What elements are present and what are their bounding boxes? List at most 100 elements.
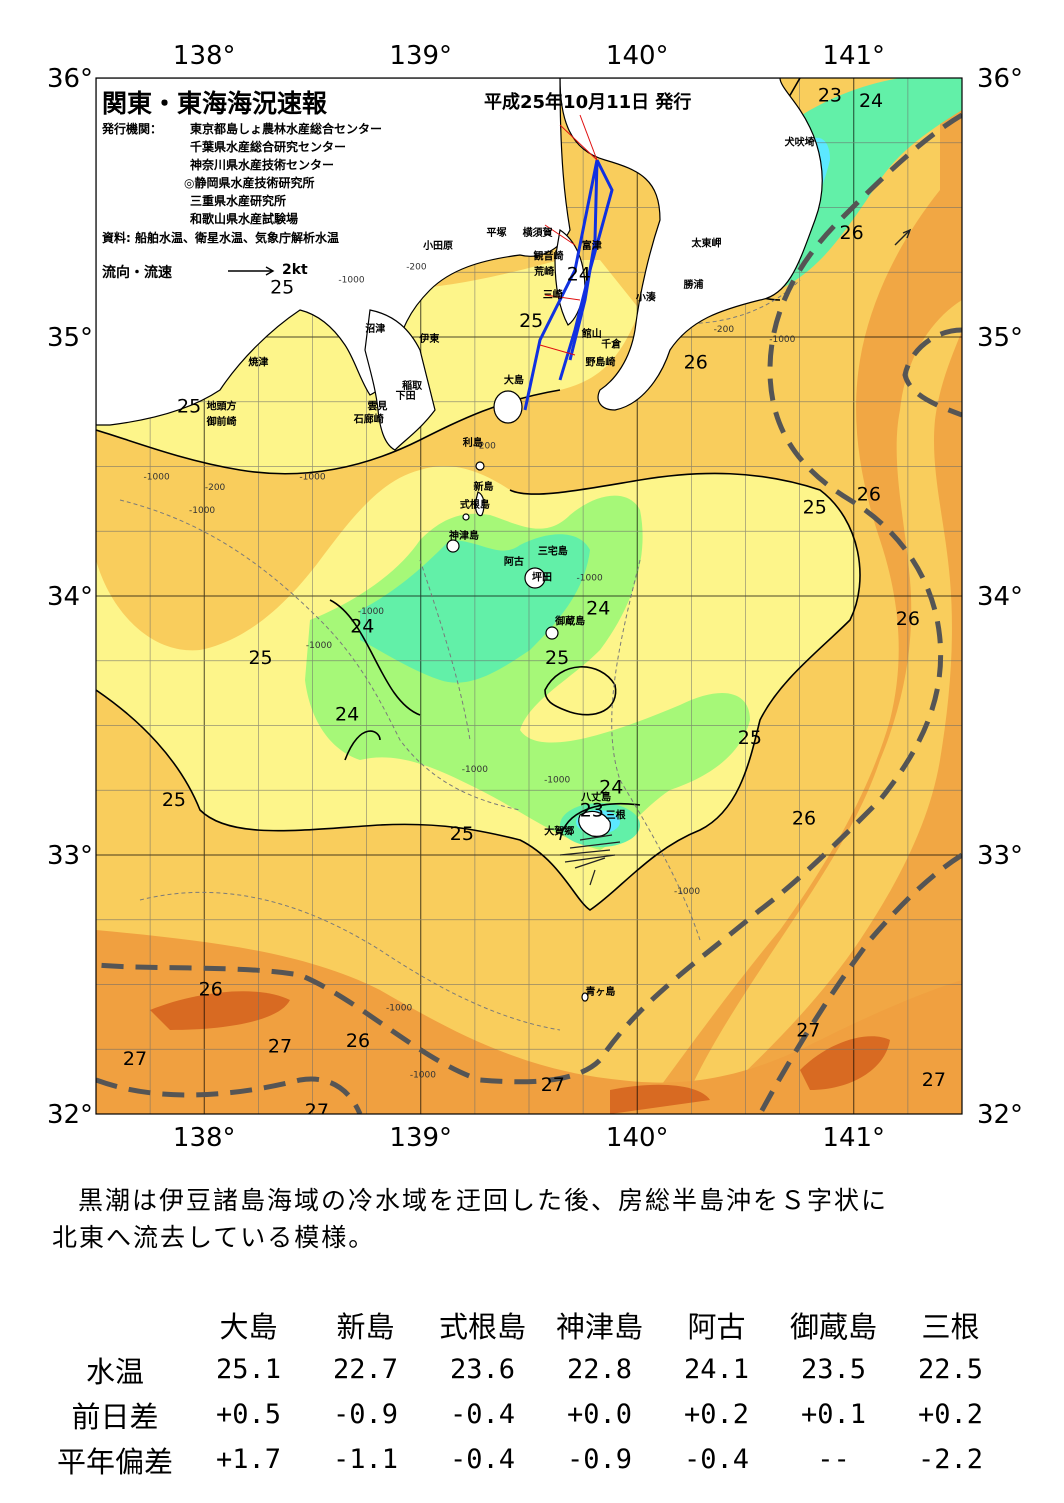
- place-name: 野島崎: [585, 355, 615, 368]
- place-name: 小湊: [635, 291, 657, 304]
- station-name: 阿古: [687, 1309, 746, 1344]
- place-name: 荒崎: [533, 265, 554, 278]
- zone-28-c: [610, 1084, 710, 1114]
- place-name: 式根島: [460, 498, 490, 511]
- lon-tick-label: 139°: [389, 41, 452, 71]
- isotherm-label: 26: [896, 608, 920, 630]
- place-name: 石廊崎: [353, 412, 384, 425]
- isotherm-label: 26: [199, 978, 223, 1000]
- place-name: 下田: [396, 390, 416, 402]
- island-shikinejima: [462, 513, 470, 521]
- lon-tick-label: 138°: [173, 41, 236, 71]
- depth-label: -1000: [144, 472, 170, 482]
- island-mikurajima: [545, 626, 559, 640]
- isotherm-label: 26: [684, 351, 708, 373]
- isotherm-label: 25: [450, 823, 474, 845]
- lon-tick-label: 139°: [389, 1123, 452, 1153]
- island-aogashima: [581, 992, 589, 1002]
- table-cell: +1.7: [215, 1444, 282, 1475]
- isotherm-label: 26: [857, 484, 881, 506]
- land-izu: [364, 309, 436, 451]
- lat-tick-label: 33°: [47, 841, 93, 871]
- table-cell: +0.1: [800, 1399, 867, 1430]
- place-name: 神津島: [449, 529, 479, 542]
- place-name: 八丈島: [580, 791, 611, 804]
- place-name: 小田原: [422, 239, 453, 252]
- place-name: 三崎: [543, 288, 563, 301]
- depth-label: -1000: [462, 765, 488, 775]
- isotherm-label: 25: [545, 647, 569, 669]
- table-row: 水温 25.1 22.7 23.6 22.8 24.1 23.5 22.5: [40, 1347, 1009, 1392]
- table-cell: +0.0: [566, 1399, 633, 1430]
- table-cell: -2.2: [917, 1444, 984, 1475]
- isotherm-label: 27: [541, 1074, 565, 1096]
- lon-tick-label: 140°: [606, 41, 669, 71]
- station-name: 三根: [921, 1309, 980, 1344]
- island-miyakejima: [524, 567, 546, 589]
- isotherm-label: 26: [792, 807, 816, 829]
- place-name: 平塚: [487, 226, 507, 239]
- current-vectors-hachijo: [559, 834, 621, 886]
- lat-tick-label: 32°: [47, 1100, 93, 1130]
- summary-line: 北東へ流去している模様。: [52, 1223, 376, 1252]
- table-cell: 23.6: [449, 1354, 516, 1385]
- zone-28-a: [150, 991, 290, 1030]
- table-cell: --: [817, 1444, 850, 1475]
- row-label: 平年偏差: [56, 1444, 173, 1479]
- place-name: 御蔵島: [554, 614, 585, 627]
- lon-ticks-bottom: 138° 139° 140° 141°: [173, 1123, 885, 1153]
- place-name: 青ヶ島: [585, 985, 615, 998]
- table-cell: +0.5: [215, 1399, 282, 1430]
- depth-label: -1000: [577, 573, 603, 583]
- table-cell: 25.1: [215, 1354, 282, 1385]
- lat-tick-label: 33°: [977, 841, 1023, 871]
- isotherm-label: 24: [335, 704, 359, 726]
- lon-tick-label: 141°: [822, 41, 885, 71]
- row-label: 水温: [85, 1354, 144, 1389]
- table-header-row: 大島 新島 式根島 神津島 阿古 御蔵島 三根: [40, 1302, 1009, 1347]
- place-name: 焼津: [248, 355, 268, 368]
- place-name: 坪田: [532, 570, 552, 583]
- table-cell: 22.8: [566, 1354, 633, 1385]
- depth-label: -200: [406, 263, 427, 273]
- station-name: 式根島: [438, 1309, 526, 1344]
- table-cell: +0.2: [917, 1399, 984, 1430]
- page-title: 関東・東海海況速報: [102, 89, 328, 118]
- depth-labels: -1000 -200 -200 -1000 -200 -200 -1000 -1000 -100…: [144, 263, 796, 1081]
- depth-label: -200: [475, 441, 496, 451]
- place-name: 勝浦: [684, 278, 704, 291]
- depth-label: -1000: [338, 276, 364, 286]
- current-arrow-ne: [894, 228, 912, 246]
- lon-ticks-top: 138° 139° 140° 141°: [173, 41, 885, 71]
- place-name: 観音崎: [533, 249, 563, 262]
- lat-tick-label: 36°: [977, 64, 1023, 94]
- place-name: 御前崎: [206, 415, 237, 428]
- place-name: 富津: [582, 239, 602, 252]
- issue-date: 平成25年10月11日 発行: [484, 92, 692, 113]
- place-name: 雲見: [367, 401, 387, 413]
- data-source: 資料: 船舶水温、衛星水温、気象庁解析水温: [102, 231, 339, 245]
- summary-text: 黒潮は伊豆諸島海域の冷水域を迂回した後、房総半島沖をＳ字状に 北東へ流去している…: [52, 1182, 1012, 1256]
- summary-line: 黒潮は伊豆諸島海域の冷水域を迂回した後、房総半島沖をＳ字状に: [78, 1186, 889, 1215]
- island-hachijojima: [578, 810, 611, 837]
- depth-label: -1000: [299, 472, 325, 482]
- place-name: 地頭方: [207, 400, 237, 413]
- issuer-organization: ◎静岡県水産技術研究所: [184, 176, 315, 190]
- isotherm-label: 24: [859, 90, 883, 112]
- station-temperature-table: 大島 新島 式根島 神津島 阿古 御蔵島 三根 水温 25.1 22.7 23.…: [40, 1302, 1009, 1482]
- lat-tick-label: 34°: [47, 582, 93, 612]
- issuer-organization: 神奈川県水産技術センター: [190, 158, 335, 172]
- depth-label: -200: [714, 325, 735, 335]
- isotherm-label: 27: [922, 1069, 946, 1091]
- isotherm-label: 25: [519, 310, 543, 332]
- place-name: 大賀郷: [544, 824, 574, 837]
- table-cell: -0.4: [683, 1444, 750, 1475]
- table-cell: -0.4: [449, 1444, 516, 1475]
- place-name: 沼津: [365, 322, 385, 335]
- row-label: 前日差: [71, 1399, 159, 1434]
- isotherm-label: 27: [123, 1048, 147, 1070]
- isotherm-label: 25: [177, 396, 201, 418]
- isotherm-label: 25: [162, 789, 186, 811]
- lat-tick-label: 36°: [47, 64, 93, 94]
